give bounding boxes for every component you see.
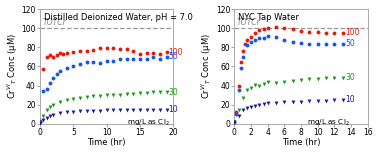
- Text: 30: 30: [345, 73, 355, 82]
- Text: TOTCr: TOTCr: [237, 18, 261, 27]
- Y-axis label: Cr$^{VI}$$_T$ Conc (μM): Cr$^{VI}$$_T$ Conc (μM): [6, 34, 20, 99]
- Text: NYC Tap Water: NYC Tap Water: [239, 13, 299, 22]
- Text: TOTCr: TOTCr: [43, 18, 67, 27]
- Text: 10: 10: [168, 105, 178, 114]
- Text: 10: 10: [345, 95, 355, 104]
- Y-axis label: Cr$^{VI}$$_T$ Conc (μM): Cr$^{VI}$$_T$ Conc (μM): [200, 34, 214, 99]
- Text: mg/L as Cl$_2$: mg/L as Cl$_2$: [307, 118, 349, 128]
- Text: 30: 30: [168, 88, 178, 97]
- X-axis label: Time (hr): Time (hr): [282, 138, 320, 147]
- Text: Distilled Deionized Water, pH = 7.0: Distilled Deionized Water, pH = 7.0: [44, 13, 193, 22]
- Text: 50: 50: [168, 52, 178, 61]
- Text: 100: 100: [345, 28, 359, 37]
- Text: mg/L as Cl$_2$: mg/L as Cl$_2$: [127, 118, 170, 128]
- Text: 100: 100: [168, 48, 183, 57]
- X-axis label: Time (hr): Time (hr): [87, 138, 126, 147]
- Text: 50: 50: [345, 39, 355, 48]
